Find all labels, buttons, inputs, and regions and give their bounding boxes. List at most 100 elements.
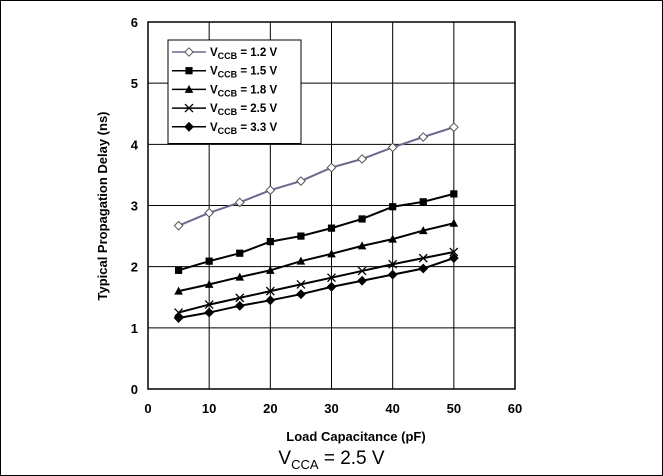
legend-label-subscript: CCB — [218, 88, 238, 98]
legend-label: VCCB = 3.3 V — [210, 122, 277, 136]
data-point-diamond — [387, 269, 398, 280]
legend-label-subscript: CCB — [218, 51, 238, 61]
data-point-diamond — [204, 307, 215, 318]
data-point-triangle — [296, 256, 306, 265]
data-point-x — [357, 266, 367, 276]
legend-label-subscript: CCB — [218, 70, 238, 80]
caption-main: V — [278, 448, 292, 469]
x-tick-label: 30 — [324, 401, 338, 416]
data-point-open-diamond — [184, 47, 194, 57]
legend-label-main: V — [210, 47, 218, 59]
y-tick-label: 6 — [131, 15, 138, 30]
data-point-x — [184, 103, 194, 113]
series-line — [178, 222, 455, 293]
data-point-x-stroke — [235, 293, 245, 303]
y-tick-label: 4 — [131, 137, 139, 152]
series-group — [174, 190, 458, 274]
data-point-x-stroke — [174, 308, 184, 318]
caption-rest: = 2.5 V — [318, 448, 385, 469]
legend-entry: VCCB = 3.3 V — [172, 122, 277, 136]
x-tick-label: 50 — [447, 401, 461, 416]
data-point-triangle — [235, 272, 245, 281]
data-point-triangle — [418, 226, 428, 235]
data-point-triangle — [174, 286, 183, 295]
legend-label: VCCB = 1.8 V — [210, 84, 277, 98]
chart-caption: VCCA = 2.5 V — [0, 448, 663, 472]
data-point-square — [174, 266, 183, 274]
data-point-square — [450, 190, 458, 198]
legend-label-rest: = 3.3 V — [237, 122, 277, 134]
series-line — [178, 126, 455, 227]
x-tick-label: 10 — [202, 401, 216, 416]
legend-label-rest: = 1.2 V — [237, 47, 277, 59]
data-point-x — [449, 247, 459, 257]
legend-label-main: V — [210, 103, 218, 115]
data-point-x — [174, 308, 184, 318]
data-point-diamond — [265, 295, 276, 306]
data-point-x-stroke — [449, 247, 459, 257]
legend-label-rest: = 1.5 V — [237, 66, 277, 78]
series-group — [174, 218, 459, 295]
legend-label-main: V — [210, 84, 218, 96]
data-point-triangle — [357, 241, 367, 250]
data-point-x-stroke — [418, 253, 428, 263]
data-point-diamond — [326, 281, 337, 292]
y-tick-label: 3 — [131, 199, 138, 214]
data-point-square — [236, 249, 244, 257]
data-point-x-stroke — [357, 266, 367, 276]
series-group — [173, 122, 459, 231]
data-point-x — [388, 259, 398, 269]
data-point-triangle — [184, 84, 194, 93]
data-point-x-stroke — [388, 259, 398, 269]
data-point-diamond — [357, 275, 367, 286]
data-point-x-stroke — [184, 103, 194, 113]
series-group — [173, 253, 459, 323]
x-tick-label: 20 — [263, 401, 277, 416]
data-point-diamond — [418, 263, 429, 274]
legend-label-rest: = 1.8 V — [237, 84, 277, 96]
data-point-open-diamond — [357, 154, 367, 164]
data-point-square — [419, 198, 427, 206]
legend-label-subscript: CCB — [218, 126, 238, 136]
data-point-diamond — [296, 289, 306, 300]
data-point-x-stroke — [296, 279, 306, 289]
data-point-x-stroke — [327, 273, 336, 283]
data-point-x-stroke — [265, 286, 275, 296]
legend-label-main: V — [210, 66, 218, 78]
legend-label-main: V — [210, 122, 218, 134]
data-point-triangle — [204, 279, 214, 288]
data-point-square — [266, 237, 274, 246]
data-point-square — [205, 257, 213, 265]
data-point-square — [389, 203, 397, 211]
data-point-square — [297, 232, 305, 240]
x-tick-label: 60 — [508, 401, 522, 416]
series-line — [178, 257, 455, 320]
data-point-open-diamond — [387, 142, 398, 153]
data-point-diamond — [448, 253, 459, 264]
legend-label: VCCB = 1.2 V — [210, 47, 277, 61]
series-line — [178, 251, 455, 314]
data-point-x-stroke — [204, 300, 214, 310]
data-point-x — [296, 279, 306, 289]
data-point-open-diamond — [204, 207, 215, 218]
y-axis-label: Typical Propagation Delay (ns) — [95, 111, 110, 300]
y-tick-label: 1 — [131, 321, 138, 336]
data-point-square — [327, 224, 336, 232]
series-group — [174, 247, 459, 318]
legend-label: VCCB = 2.5 V — [210, 103, 277, 117]
y-tick-label: 0 — [131, 382, 138, 397]
data-point-open-diamond — [296, 176, 306, 186]
data-point-square — [358, 215, 366, 223]
x-tick-label: 0 — [144, 401, 151, 416]
legend-label-subscript: CCB — [218, 107, 238, 117]
legend-label: VCCB = 1.5 V — [210, 66, 277, 80]
y-tick-label: 2 — [131, 260, 138, 275]
data-point-square — [185, 67, 193, 75]
caption-subscript: CCA — [291, 456, 319, 472]
data-point-diamond — [234, 300, 245, 311]
legend-label-rest: = 2.5 V — [237, 103, 277, 115]
legend-entry: VCCB = 1.5 V — [172, 66, 277, 80]
series-line — [178, 192, 455, 272]
